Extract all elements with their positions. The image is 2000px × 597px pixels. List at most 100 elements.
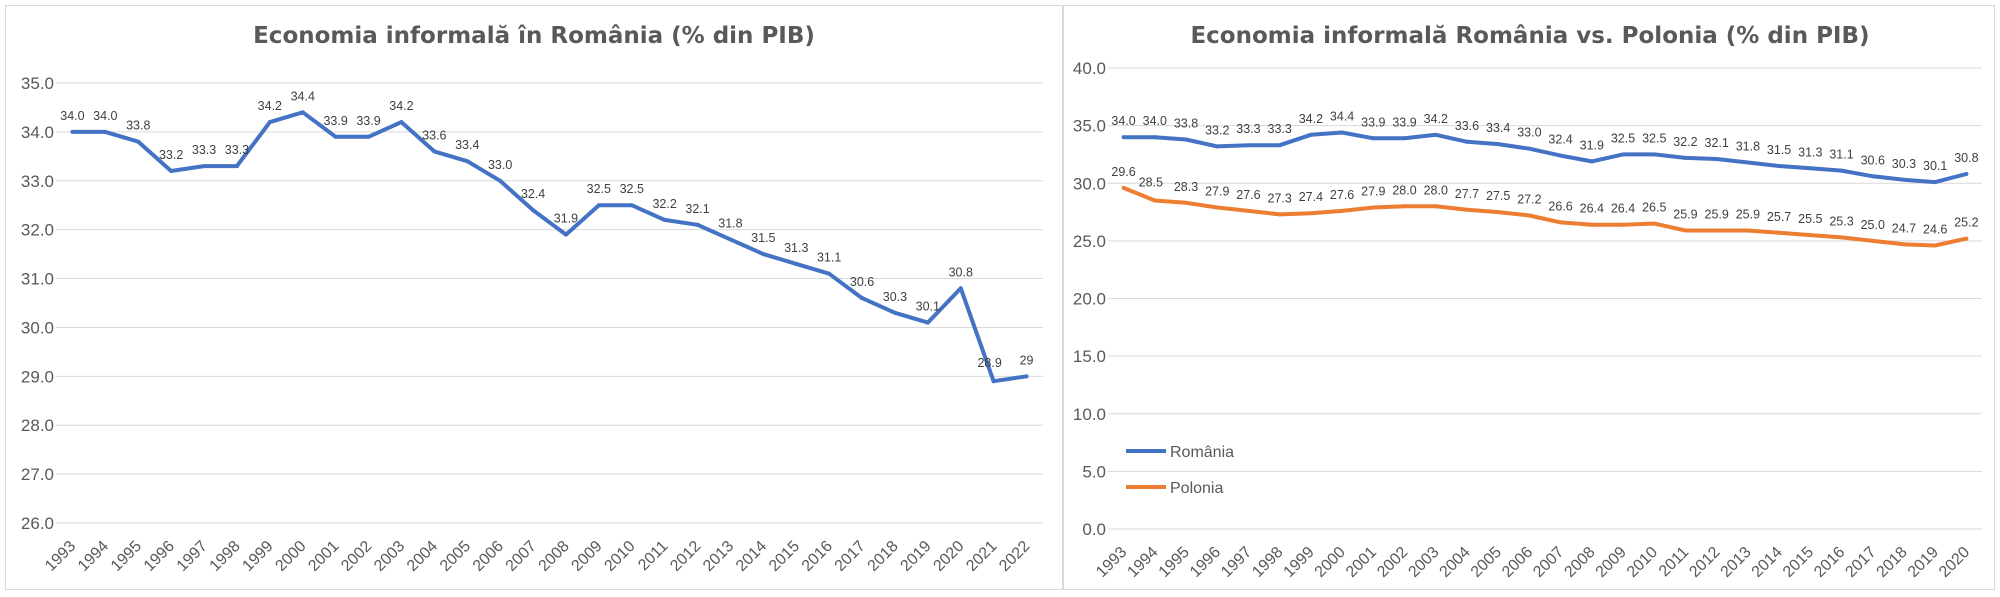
data-point xyxy=(1777,230,1782,235)
data-label: 30.8 xyxy=(949,265,973,279)
data-point xyxy=(1371,205,1376,210)
data-point xyxy=(366,134,371,139)
data-label: 33.9 xyxy=(1392,115,1416,129)
x-tick-label: 2002 xyxy=(338,538,375,575)
data-label: 32.5 xyxy=(587,182,611,196)
x-tick-label: 2000 xyxy=(272,538,309,575)
data-label: 25.9 xyxy=(1673,208,1697,222)
y-tick-label: 15.0 xyxy=(1073,347,1106,366)
x-tick-label: 2004 xyxy=(1437,544,1474,581)
data-label: 24.7 xyxy=(1892,221,1916,235)
x-tick-label: 2011 xyxy=(1656,544,1692,580)
data-label: 31.5 xyxy=(751,231,775,245)
data-point xyxy=(1433,132,1438,137)
data-label: 32.2 xyxy=(652,197,676,211)
data-label: 33.9 xyxy=(1361,115,1385,129)
data-point xyxy=(1527,213,1532,218)
chart-panel-romania-vs-polonia: Economia informală România vs. Polonia (… xyxy=(1063,5,1995,590)
data-point xyxy=(1340,130,1345,135)
data-point xyxy=(1024,374,1029,379)
x-tick-label: 2010 xyxy=(601,538,638,575)
data-label: 25.0 xyxy=(1861,218,1885,232)
data-label: 32.4 xyxy=(1548,133,1572,147)
data-point xyxy=(1901,242,1906,247)
data-point xyxy=(1121,135,1126,140)
chart-romania-vs-polonia: Economia informală România vs. Polonia (… xyxy=(1073,23,1982,581)
x-tick-label: 2005 xyxy=(437,538,474,575)
data-label: 33.2 xyxy=(159,148,183,162)
data-point xyxy=(531,208,536,213)
data-label: 27.4 xyxy=(1299,190,1323,204)
x-tick-label: 1994 xyxy=(1124,544,1161,581)
data-label: 28.0 xyxy=(1392,183,1416,197)
data-point xyxy=(70,129,75,134)
x-tick-label: 1997 xyxy=(174,538,211,575)
data-label: 27.2 xyxy=(1517,193,1541,207)
data-label: 25.7 xyxy=(1767,210,1791,224)
legend-label: Polonia xyxy=(1170,480,1223,497)
data-label: 28.3 xyxy=(1174,180,1198,194)
data-point xyxy=(1589,159,1594,164)
data-label: 25.9 xyxy=(1736,208,1760,222)
data-point xyxy=(1496,142,1501,147)
y-tick-label: 35.0 xyxy=(1073,117,1106,136)
data-point xyxy=(1402,204,1407,209)
x-tick-label: 2013 xyxy=(700,538,737,575)
x-tick-label: 2020 xyxy=(1936,544,1973,581)
data-point xyxy=(1808,233,1813,238)
data-point xyxy=(925,320,930,325)
data-label: 31.3 xyxy=(784,241,808,255)
x-tick-label: 2008 xyxy=(1561,544,1598,581)
x-tick-label: 2010 xyxy=(1624,544,1661,581)
x-tick-label: 2012 xyxy=(667,538,704,575)
data-label: 30.1 xyxy=(1923,159,1947,173)
data-point xyxy=(465,159,470,164)
y-tick-label: 25.0 xyxy=(1073,232,1106,251)
data-label: 28.9 xyxy=(977,356,1001,370)
data-point xyxy=(1777,163,1782,168)
data-label: 32.5 xyxy=(620,182,644,196)
data-point xyxy=(1340,208,1345,213)
data-label: 33.9 xyxy=(323,114,347,128)
data-point xyxy=(1184,137,1189,142)
data-label: 30.3 xyxy=(1892,157,1916,171)
data-point xyxy=(1308,211,1313,216)
data-point xyxy=(1901,177,1906,182)
data-point xyxy=(1964,172,1969,177)
data-point xyxy=(136,139,141,144)
x-tick-label: 2003 xyxy=(371,538,408,575)
y-tick-label: 26.0 xyxy=(21,514,54,533)
data-label: 33.0 xyxy=(1517,126,1541,140)
data-point xyxy=(1745,228,1750,233)
x-tick-label: 2000 xyxy=(1312,544,1349,581)
data-point xyxy=(1184,200,1189,205)
data-label: 31.9 xyxy=(554,212,578,226)
chart-romania: Economia informală în România (% din PIB… xyxy=(21,23,1043,575)
x-tick-label: 2001 xyxy=(305,538,342,575)
data-label: 31.9 xyxy=(1580,138,1604,152)
y-tick-label: 20.0 xyxy=(1073,290,1106,309)
x-tick-label: 1996 xyxy=(141,538,178,575)
data-point xyxy=(1464,139,1469,144)
x-tick-label: 2012 xyxy=(1686,544,1723,581)
data-point xyxy=(728,237,733,242)
data-label: 33.6 xyxy=(1455,119,1479,133)
data-point xyxy=(892,310,897,315)
data-point xyxy=(1870,238,1875,243)
data-label: 27.9 xyxy=(1205,184,1229,198)
x-tick-label: 2019 xyxy=(1905,544,1942,581)
data-label: 27.5 xyxy=(1486,189,1510,203)
x-tick-label: 2018 xyxy=(865,538,902,575)
data-label: 33.6 xyxy=(422,128,446,142)
y-tick-label: 27.0 xyxy=(21,465,54,484)
data-label: 33.8 xyxy=(126,119,150,133)
data-point xyxy=(1714,228,1719,233)
data-point xyxy=(432,149,437,154)
x-tick-label: 2019 xyxy=(897,538,934,575)
data-point xyxy=(1558,153,1563,158)
x-tick-label: 2022 xyxy=(996,538,1033,575)
data-point xyxy=(1652,152,1657,157)
data-label: 32.4 xyxy=(521,187,545,201)
data-point xyxy=(1121,185,1126,190)
series-line-polonia xyxy=(1122,186,1967,248)
